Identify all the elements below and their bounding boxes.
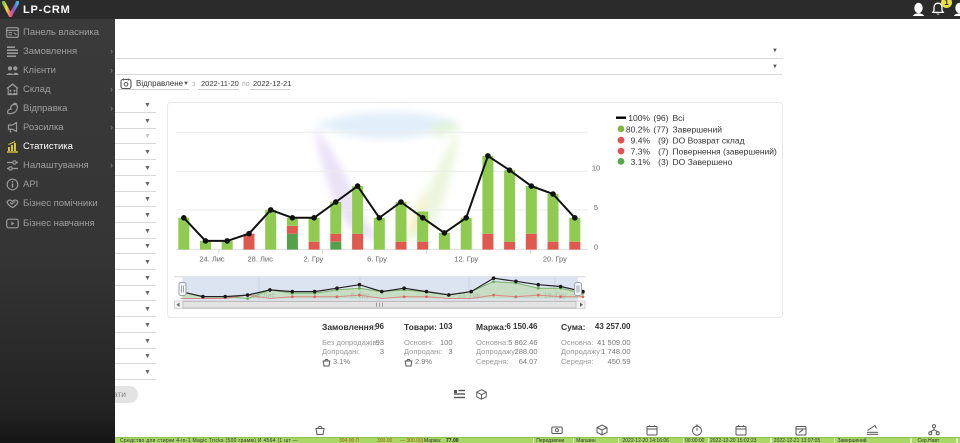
svg-text:10: 10 — [592, 164, 600, 173]
svg-text:(96): (96) — [653, 113, 668, 123]
svg-text:(7): (7) — [658, 147, 669, 157]
svg-text:(3): (3) — [658, 157, 669, 167]
svg-text:13. Гру: 13. Гру — [458, 293, 481, 300]
svg-text:24. Лис: 24. Лис — [199, 255, 225, 264]
svg-text:2. Гру: 2. Гру — [303, 255, 323, 264]
svg-text:(77): (77) — [653, 124, 668, 134]
svg-text:Всі: Всі — [673, 113, 685, 123]
svg-text:80.2%: 80.2% — [626, 124, 651, 134]
svg-text:9.4%: 9.4% — [631, 136, 651, 146]
svg-text:3.1%: 3.1% — [631, 157, 651, 167]
svg-text:5: 5 — [594, 203, 598, 212]
svg-text:12. Гру: 12. Гру — [454, 255, 478, 264]
svg-text:6. Гру: 6. Гру — [367, 255, 387, 264]
svg-text:7.3%: 7.3% — [631, 147, 651, 157]
svg-text:Повернення (завершений): Повернення (завершений) — [673, 147, 778, 157]
svg-text:DO Завершено: DO Завершено — [673, 157, 733, 167]
svg-text:28. Лис: 28. Лис — [251, 293, 275, 300]
svg-text:Завершений: Завершений — [673, 124, 723, 134]
svg-text:(9): (9) — [658, 136, 669, 146]
svg-text:DO Возврат склад: DO Возврат склад — [673, 136, 745, 146]
svg-text:28. Лис: 28. Лис — [248, 255, 274, 264]
svg-text:20. Гру: 20. Гру — [543, 255, 567, 264]
svg-text:0: 0 — [594, 242, 598, 251]
svg-text:100%: 100% — [628, 113, 650, 123]
